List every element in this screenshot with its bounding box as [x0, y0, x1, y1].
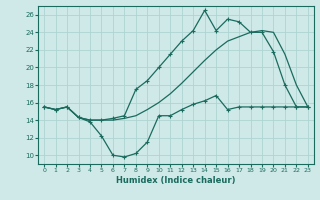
X-axis label: Humidex (Indice chaleur): Humidex (Indice chaleur) — [116, 176, 236, 185]
